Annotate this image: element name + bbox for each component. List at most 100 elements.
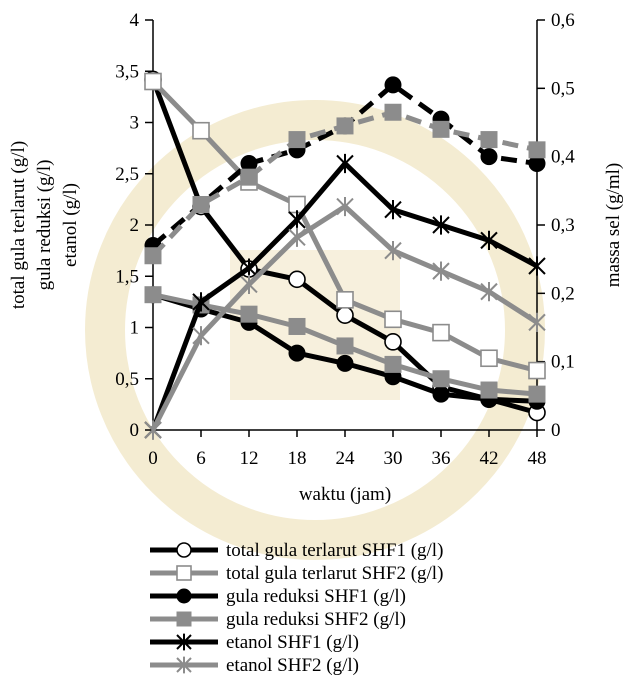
data-point — [336, 117, 354, 135]
x-tick-label: 18 — [288, 448, 307, 469]
x-tick-label: 36 — [432, 448, 451, 469]
data-point — [144, 247, 162, 265]
legend-item: total gula terlarut SHF1 (g/l) — [150, 540, 443, 561]
y-right-tick-label: 0,5 — [551, 78, 575, 99]
data-point — [384, 241, 402, 261]
data-point — [240, 274, 258, 295]
data-point — [336, 153, 354, 174]
data-point — [288, 227, 306, 247]
data-point — [144, 286, 162, 304]
y-left-tick-label: 1,5 — [115, 266, 139, 287]
data-point — [336, 196, 354, 217]
data-point — [176, 542, 192, 558]
data-point — [480, 148, 498, 166]
data-point — [432, 261, 450, 281]
legend-label: total gula terlarut SHF1 (g/l) — [226, 540, 443, 561]
legend-item: etanol SHF2 (g/l) — [150, 655, 359, 676]
y-left-tick-label: 0 — [130, 420, 140, 441]
x-tick-label: 6 — [196, 448, 206, 469]
data-point — [432, 323, 450, 342]
y-axis-left-title-line: etanol (g/l) — [60, 183, 81, 267]
y-axis-left-title-line: total gula terlarut (g/l) — [8, 141, 29, 309]
watermark-logo — [85, 100, 545, 560]
tick-layer: 0 0,5 1 1,5 2 2,5 3 3,5 4 0 0,1 0,2 0,3 0,4 0,5 0,6 0 6 12… — [115, 10, 575, 469]
x-tick-label: 42 — [480, 448, 499, 469]
data-point — [432, 120, 450, 138]
y-axis-right-title: massa sel (g/ml) — [603, 163, 624, 288]
data-point — [176, 565, 192, 581]
data-point — [384, 310, 402, 329]
data-point — [192, 292, 210, 312]
watermark-ring — [85, 100, 545, 560]
data-point — [528, 385, 546, 403]
data-point — [480, 282, 498, 302]
y-right-tick-label: 0 — [551, 420, 561, 441]
data-point — [336, 354, 354, 372]
data-point — [192, 196, 210, 213]
y-left-tick-label: 0,5 — [115, 369, 139, 390]
data-point — [288, 131, 306, 149]
data-point — [432, 370, 450, 388]
x-tick-label: 12 — [240, 448, 259, 469]
data-point — [336, 337, 354, 355]
y-right-tick-label: 0,3 — [551, 215, 575, 236]
data-point — [384, 103, 402, 121]
data-point — [240, 168, 258, 186]
series-5 — [144, 196, 546, 440]
data-point — [240, 258, 258, 278]
legend-item: total gula terlarut SHF2 (g/l) — [150, 563, 443, 584]
series-layer — [144, 70, 546, 440]
data-point — [432, 215, 450, 235]
x-tick-label: 30 — [384, 448, 403, 469]
y-right-tick-label: 0,1 — [551, 352, 575, 373]
legend: total gula terlarut SHF1 (g/l)total gula… — [150, 540, 443, 676]
data-point — [528, 361, 546, 380]
data-point — [336, 291, 354, 309]
x-tick-label: 0 — [148, 448, 158, 469]
legend-item: gula reduksi SHF1 (g/l) — [150, 586, 406, 607]
y-axis-left-title: total gula terlarut (g/l) gula reduksi (g… — [8, 141, 81, 309]
data-point — [384, 200, 402, 220]
series-1 — [144, 72, 546, 380]
data-point — [176, 656, 192, 674]
y-left-tick-label: 4 — [130, 10, 140, 31]
y-left-tick-label: 3,5 — [115, 61, 139, 82]
data-point — [480, 349, 498, 368]
legend-label: total gula terlarut SHF2 (g/l) — [226, 563, 443, 584]
data-point — [192, 326, 210, 346]
data-point — [144, 420, 162, 440]
y-axis-left-title-line: gula reduksi (g/l) — [34, 160, 55, 291]
y-left-tick-label: 2 — [130, 215, 140, 236]
data-point — [480, 381, 498, 399]
y-right-tick-label: 0,6 — [551, 10, 575, 31]
data-point — [288, 317, 306, 335]
data-point — [528, 312, 546, 332]
legend-item: gula reduksi SHF2 (g/l) — [150, 609, 406, 630]
data-point — [176, 588, 192, 604]
data-point — [528, 256, 546, 276]
data-point — [192, 121, 210, 140]
data-point — [384, 333, 402, 351]
data-point — [176, 633, 192, 651]
y-left-tick-label: 3 — [130, 113, 140, 134]
data-point — [240, 305, 258, 323]
x-tick-label: 24 — [336, 448, 356, 469]
legend-item: etanol SHF1 (g/l) — [150, 632, 359, 653]
data-point — [528, 141, 546, 159]
data-point — [432, 385, 450, 403]
data-point — [288, 344, 306, 362]
legend-label: gula reduksi SHF1 (g/l) — [226, 586, 406, 607]
legend-label: etanol SHF1 (g/l) — [226, 632, 359, 653]
y-right-tick-label: 0,4 — [551, 147, 575, 168]
x-tick-label: 48 — [528, 448, 547, 469]
data-point — [288, 270, 306, 289]
y-right-tick-label: 0,2 — [551, 283, 575, 304]
y-left-tick-label: 1 — [130, 318, 140, 339]
data-point — [384, 355, 402, 373]
data-point — [336, 306, 354, 325]
legend-label: etanol SHF2 (g/l) — [226, 655, 359, 676]
data-point — [288, 210, 306, 230]
series-7 — [144, 103, 546, 265]
x-axis-title: waktu (jam) — [299, 484, 391, 505]
